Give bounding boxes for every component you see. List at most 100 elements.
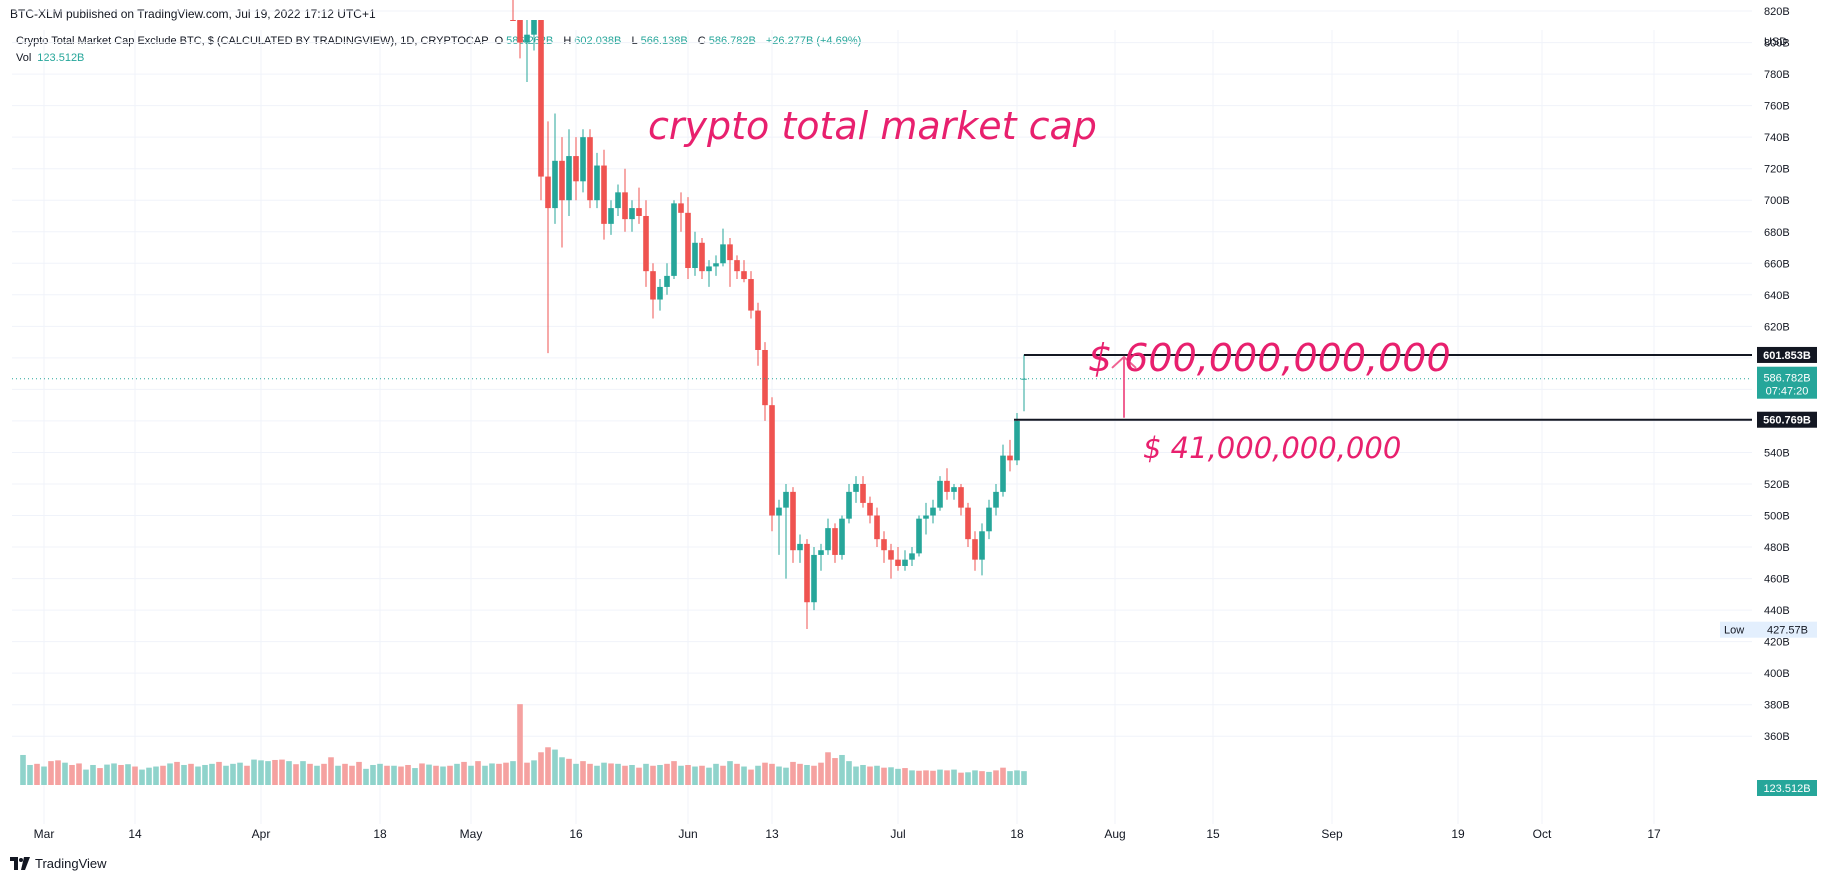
volume-bar bbox=[839, 754, 845, 785]
volume-bar bbox=[300, 761, 306, 785]
candle-body bbox=[741, 271, 747, 280]
x-tick-label: Mar bbox=[34, 827, 55, 841]
candle-body bbox=[874, 515, 880, 540]
candle-body bbox=[615, 192, 621, 209]
volume-bar bbox=[1014, 770, 1020, 785]
volume-bar bbox=[832, 758, 838, 785]
volume-bar bbox=[643, 763, 649, 785]
volume-bar bbox=[132, 766, 138, 785]
volume-bar bbox=[328, 757, 334, 785]
volume-bar bbox=[636, 767, 642, 785]
volume-bar bbox=[559, 757, 565, 785]
volume-bar bbox=[321, 763, 327, 785]
low-label: L bbox=[631, 35, 638, 47]
candle-body bbox=[916, 518, 922, 554]
volume-bar bbox=[552, 749, 558, 785]
volume-bar bbox=[706, 767, 712, 785]
candle-body bbox=[993, 491, 999, 508]
volume-bar bbox=[160, 765, 166, 785]
volume-bar bbox=[692, 766, 698, 785]
volume-bar bbox=[440, 766, 446, 785]
volume-bar bbox=[713, 763, 719, 785]
volume-bar bbox=[972, 770, 978, 785]
y-tick-label: 640B bbox=[1764, 290, 1790, 302]
volume-bar bbox=[923, 770, 929, 785]
level-lines bbox=[12, 353, 1752, 421]
volume-bar bbox=[202, 764, 208, 785]
candle-body bbox=[510, 20, 516, 21]
volume-bar bbox=[76, 763, 82, 785]
candle-body bbox=[937, 480, 943, 508]
volume-bar bbox=[804, 764, 810, 785]
y-tick-label: 500B bbox=[1764, 511, 1790, 523]
candle-body bbox=[1007, 455, 1013, 461]
volume-badge-bg bbox=[1757, 780, 1817, 796]
volume-bar bbox=[125, 764, 131, 785]
x-tick-label: Aug bbox=[1104, 827, 1125, 841]
volume-bar bbox=[888, 767, 894, 785]
volume-bar bbox=[531, 760, 537, 785]
volume-bar bbox=[1007, 771, 1013, 785]
brand-name[interactable]: TradingView bbox=[35, 856, 107, 871]
volume-bar bbox=[174, 761, 180, 785]
close-value: 586.782B bbox=[708, 35, 756, 47]
title-annotation[interactable]: crypto total market cap bbox=[648, 104, 1097, 148]
volume-bar bbox=[62, 762, 68, 785]
volume-bar bbox=[916, 770, 922, 785]
volume-value: 123.512B bbox=[37, 52, 85, 64]
lower-level-label: 560.769B bbox=[1763, 415, 1811, 427]
candle-body bbox=[979, 531, 985, 560]
volume-bar bbox=[909, 770, 915, 785]
volume-bar bbox=[1021, 771, 1027, 785]
candle-body bbox=[790, 491, 796, 551]
candle-body bbox=[958, 487, 964, 508]
volume-bar bbox=[20, 754, 26, 785]
volume-bar bbox=[27, 764, 33, 785]
volume-bar bbox=[524, 762, 530, 785]
volume-bar bbox=[720, 765, 726, 785]
volume-bar bbox=[489, 763, 495, 785]
candle-body bbox=[776, 507, 782, 516]
volume-bar bbox=[503, 762, 509, 785]
volume-bar bbox=[748, 769, 754, 785]
range-annotation[interactable]: $ 41,000,000,000 bbox=[1143, 431, 1402, 465]
candle-body bbox=[713, 263, 719, 267]
candle-body bbox=[629, 208, 635, 220]
y-tick-label: 760B bbox=[1764, 101, 1790, 113]
volume-bar bbox=[881, 767, 887, 785]
candle-body bbox=[720, 244, 726, 264]
open-label: O bbox=[494, 35, 504, 47]
tradingview-logo-icon bbox=[10, 857, 30, 870]
volume-bar bbox=[783, 767, 789, 785]
x-tick-label: May bbox=[460, 827, 483, 841]
volume-label: Vol bbox=[16, 52, 32, 64]
x-tick-label: 17 bbox=[1647, 827, 1661, 841]
volume-legend: Vol 123.512B bbox=[16, 52, 84, 64]
volume-bar bbox=[769, 763, 775, 785]
volume-bar bbox=[951, 769, 957, 785]
volume-bar bbox=[55, 760, 61, 785]
volume-bar bbox=[594, 765, 600, 785]
candle-body bbox=[622, 192, 628, 220]
volume-bar bbox=[293, 764, 299, 785]
big-value-annotation[interactable]: $ 600,000,000,000 bbox=[1088, 336, 1451, 380]
volume-bar bbox=[356, 761, 362, 785]
volume-bar bbox=[279, 759, 285, 785]
candle-body bbox=[986, 507, 992, 532]
volume-bar bbox=[307, 763, 313, 785]
x-tick-label: Sep bbox=[1321, 827, 1343, 841]
candle-body bbox=[727, 244, 733, 261]
volume-bar bbox=[153, 766, 159, 785]
volume-bar bbox=[69, 764, 75, 785]
volume-bar bbox=[678, 765, 684, 785]
candle-body bbox=[748, 279, 754, 311]
symbol-name[interactable]: Crypto Total Market Cap Exclude BTC, $ (… bbox=[16, 35, 489, 47]
volume-bar bbox=[860, 764, 866, 785]
volume-bar bbox=[83, 769, 89, 785]
volume-bar bbox=[34, 763, 40, 785]
last-price-badge bbox=[1757, 366, 1817, 399]
volume-bar bbox=[601, 762, 607, 785]
candle-body bbox=[573, 156, 579, 182]
candle-body bbox=[1014, 420, 1020, 461]
